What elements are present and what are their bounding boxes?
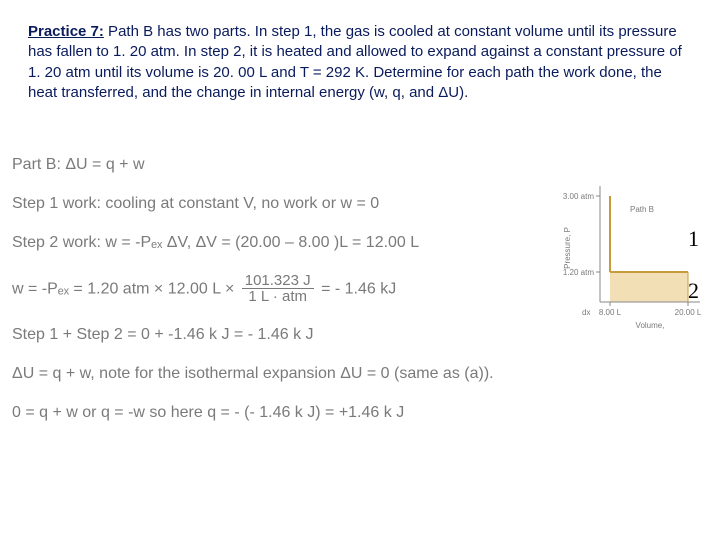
x-axis-label: Volume, — [636, 321, 665, 330]
step-line-1: Part B: ΔU = q + w — [12, 155, 532, 174]
xtick-right: 20.00 L — [675, 308, 702, 317]
problem-statement: Practice 7: Path B has two parts. In ste… — [28, 22, 688, 103]
line4-post: = - 1.46 kJ — [317, 280, 397, 297]
solution-steps: Part B: ΔU = q + w Step 1 work: cooling … — [12, 155, 532, 443]
work-shaded-area — [610, 272, 688, 302]
line4-frac-den: 1 L · atm — [242, 289, 314, 305]
line4-fraction: 101.323 J1 L · atm — [242, 273, 314, 306]
step-line-4: w = -Pₑₓ = 1.20 atm × 12.00 L × 101.323 … — [12, 273, 532, 306]
step2-annotation: 2 — [688, 278, 699, 304]
y-axis-label: Pressure, P — [563, 227, 572, 269]
line4-frac-num: 101.323 J — [242, 273, 314, 290]
xtick-left: 8.00 L — [599, 308, 622, 317]
pv-graph: 3.00 atm 1.20 atm 8.00 L 20.00 L Pressur… — [560, 178, 710, 338]
step-line-5: Step 1 + Step 2 = 0 + -1.46 k J = - 1.46… — [12, 325, 532, 344]
step-line-2: Step 1 work: cooling at constant V, no w… — [12, 194, 532, 213]
problem-body: Path B has two parts. In step 1, the gas… — [28, 23, 682, 101]
step-line-7: 0 = q + w or q = -w so here q = - (- 1.4… — [12, 403, 532, 422]
problem-title: Practice 7: — [28, 23, 104, 40]
ytick-top: 3.00 atm — [563, 192, 594, 201]
path-label: Path B — [630, 205, 654, 214]
step1-annotation: 1 — [688, 226, 699, 252]
step-line-6: ΔU = q + w, note for the isothermal expa… — [12, 364, 532, 383]
pv-graph-svg: 3.00 atm 1.20 atm 8.00 L 20.00 L Pressur… — [560, 178, 710, 338]
dx-label: dx — [582, 308, 590, 317]
step-line-3: Step 2 work: w = -Pₑₓ ΔV, ΔV = (20.00 – … — [12, 233, 532, 252]
line4-pre: w = -Pₑₓ = 1.20 atm × 12.00 L × — [12, 280, 239, 297]
